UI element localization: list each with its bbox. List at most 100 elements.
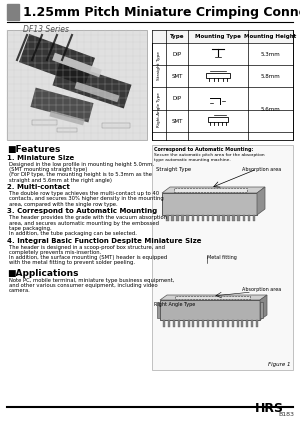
Text: Designed in the low profile in mounting height 5.0mm.: Designed in the low profile in mounting …	[9, 162, 154, 167]
Text: 2. Multi-contact: 2. Multi-contact	[7, 184, 70, 190]
Bar	[175, 296, 250, 299]
Text: (For DIP type, the mounting height is to 5.3mm as the: (For DIP type, the mounting height is to…	[9, 173, 152, 177]
Bar	[49, 110, 85, 125]
Bar	[217, 320, 219, 327]
Text: Mounting Type: Mounting Type	[195, 34, 241, 39]
Text: Straight Type: Straight Type	[157, 51, 161, 79]
Bar	[206, 73, 230, 78]
Text: ■Applications: ■Applications	[7, 269, 79, 278]
Text: 3. Correspond to Automatic Mounting: 3. Correspond to Automatic Mounting	[7, 208, 157, 214]
Bar	[178, 320, 180, 327]
Text: Absorption area: Absorption area	[242, 167, 281, 172]
Text: The header is designed in a scoop-proof box structure, and: The header is designed in a scoop-proof …	[9, 245, 165, 250]
Text: B183: B183	[278, 412, 294, 417]
Text: Absorption area: Absorption area	[242, 287, 281, 292]
Text: Right-Angle Type: Right-Angle Type	[157, 92, 161, 127]
Bar	[152, 30, 293, 43]
Bar	[166, 215, 169, 221]
Bar	[208, 117, 228, 122]
Text: Metal fitting: Metal fitting	[207, 255, 237, 260]
Text: HRS: HRS	[255, 402, 284, 415]
Text: 5.6mm: 5.6mm	[261, 107, 280, 112]
Bar	[52, 62, 131, 108]
Bar	[168, 320, 170, 327]
Bar	[217, 215, 220, 221]
Bar	[157, 302, 160, 318]
Bar	[57, 128, 77, 132]
Bar	[260, 302, 263, 318]
Bar	[246, 320, 248, 327]
Text: completely prevents mis-insertion.: completely prevents mis-insertion.	[9, 250, 101, 255]
Bar	[160, 300, 260, 320]
Bar	[242, 320, 243, 327]
Bar	[197, 320, 199, 327]
Text: 1.25mm Pitch Miniature Crimping Connector: 1.25mm Pitch Miniature Crimping Connecto…	[23, 6, 300, 19]
Text: Straight Type: Straight Type	[156, 167, 191, 172]
Bar	[19, 34, 95, 86]
Bar	[212, 320, 214, 327]
Bar	[183, 320, 184, 327]
Text: DIP: DIP	[172, 51, 182, 57]
Text: Correspond to Automatic Mounting:: Correspond to Automatic Mounting:	[154, 147, 254, 152]
Bar	[171, 215, 174, 221]
Bar	[236, 320, 238, 327]
Text: The double row type achieves the multi-contact up to 40: The double row type achieves the multi-c…	[9, 191, 159, 196]
Text: ■Features: ■Features	[7, 145, 60, 154]
Polygon shape	[257, 187, 265, 215]
Bar	[173, 320, 175, 327]
Bar	[212, 215, 214, 221]
Text: and other various consumer equipment, including video: and other various consumer equipment, in…	[9, 283, 158, 288]
Text: SMT: SMT	[171, 74, 183, 79]
Bar	[207, 320, 209, 327]
Text: Figure 1: Figure 1	[268, 362, 290, 367]
Text: camera.: camera.	[9, 289, 31, 293]
Text: 5.3mm: 5.3mm	[261, 51, 280, 57]
Text: SMT: SMT	[171, 119, 183, 124]
Polygon shape	[260, 295, 267, 320]
Bar	[163, 320, 165, 327]
Bar	[248, 215, 250, 221]
Text: contacts, and secures 30% higher density in the mounting: contacts, and secures 30% higher density…	[9, 196, 164, 201]
Bar	[207, 215, 209, 221]
Polygon shape	[162, 187, 265, 193]
Polygon shape	[160, 295, 267, 300]
Bar	[32, 120, 57, 125]
Text: Secure the automatic pitch area for the absorption
type automatic mounting machi: Secure the automatic pitch area for the …	[154, 153, 265, 162]
Bar	[202, 320, 204, 327]
Text: with the metal fitting to prevent solder peeling.: with the metal fitting to prevent solder…	[9, 260, 135, 265]
Text: Note PC, mobile terminal, miniature type business equipment,: Note PC, mobile terminal, miniature type…	[9, 278, 174, 283]
Bar	[251, 320, 253, 327]
Text: DF13 Series: DF13 Series	[23, 25, 69, 34]
Bar	[242, 215, 245, 221]
Bar	[162, 193, 257, 215]
Bar	[102, 123, 130, 128]
Bar	[227, 215, 230, 221]
Text: Mounting Height: Mounting Height	[244, 34, 297, 39]
Bar	[52, 53, 102, 77]
Text: area, compared with the single row type.: area, compared with the single row type.	[9, 202, 118, 207]
Text: 5.8mm: 5.8mm	[261, 74, 280, 79]
Bar	[253, 215, 255, 221]
Text: (SMT mounting straight type): (SMT mounting straight type)	[9, 167, 87, 172]
Bar	[74, 82, 119, 102]
Text: In addition, the tube packaging can be selected.: In addition, the tube packaging can be s…	[9, 231, 137, 236]
Bar	[222, 215, 225, 221]
Bar	[181, 215, 184, 221]
Text: In addition, the surface mounting (SMT) header is equipped: In addition, the surface mounting (SMT) …	[9, 255, 167, 260]
Bar	[202, 215, 204, 221]
Bar	[176, 215, 179, 221]
Bar	[174, 188, 247, 192]
Text: 1. Miniature Size: 1. Miniature Size	[7, 155, 74, 161]
Bar	[232, 320, 234, 327]
Bar	[227, 320, 229, 327]
Bar	[152, 30, 293, 140]
Bar	[30, 88, 94, 122]
Text: 4. Integral Basic Function Despite Miniature Size: 4. Integral Basic Function Despite Minia…	[7, 238, 202, 244]
Bar	[186, 215, 189, 221]
Bar	[237, 215, 240, 221]
Text: area, and secures automatic mounting by the embossed: area, and secures automatic mounting by …	[9, 221, 159, 226]
Text: Type: Type	[170, 34, 184, 39]
Bar	[152, 145, 293, 370]
Bar	[191, 215, 194, 221]
Text: DIP: DIP	[172, 96, 182, 101]
